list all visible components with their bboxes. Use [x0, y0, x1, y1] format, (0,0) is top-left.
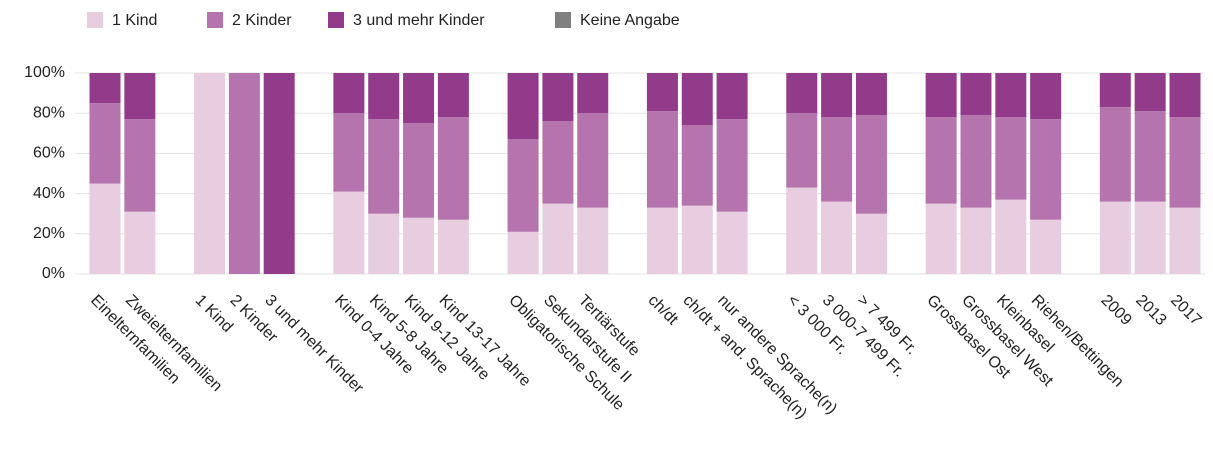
bar-segment [1099, 201, 1131, 274]
bar-segment [960, 115, 992, 208]
bar-segment [1134, 201, 1166, 274]
bar-segment [925, 203, 957, 274]
y-tick-label: 60% [33, 145, 65, 162]
bar-segment [577, 73, 609, 114]
bar-segment [1169, 73, 1201, 118]
bar-segment [925, 117, 957, 204]
legend-label: 2 Kinder [232, 12, 292, 29]
bar-segment [925, 73, 957, 118]
bar-segment [368, 213, 400, 274]
bar-segment [855, 213, 887, 274]
bar-segment [1030, 73, 1062, 120]
y-tick-label: 0% [42, 265, 65, 282]
bar-segment [716, 73, 748, 120]
bar-segment [507, 73, 539, 140]
legend-label: Keine Angabe [580, 12, 680, 29]
bar-segment [194, 73, 226, 274]
x-tick-label: 2017 [1167, 292, 1204, 329]
bar-segment [368, 73, 400, 120]
bar-segment [333, 191, 365, 274]
bar-segment [263, 73, 295, 274]
bar-segment [1099, 73, 1131, 108]
bar-segment [437, 73, 469, 118]
bar-segment [786, 187, 818, 274]
bar-segment [681, 125, 713, 206]
bar-segment [960, 207, 992, 274]
bar-segment [1134, 111, 1166, 202]
bar-segment [577, 113, 609, 208]
bar-segment [681, 205, 713, 274]
bar-segment [368, 119, 400, 214]
bar-segment [821, 73, 853, 118]
bar-segment [437, 219, 469, 274]
legend-label: 1 Kind [112, 12, 157, 29]
bar-segment [1169, 207, 1201, 274]
bar-segment [507, 139, 539, 232]
bar-segment [542, 73, 574, 122]
y-tick-label: 100% [24, 64, 65, 81]
legend-swatch [555, 12, 571, 28]
bar-segment [333, 73, 365, 114]
bar-segment [1169, 117, 1201, 208]
bar-segment [786, 113, 818, 188]
bar-segment [89, 103, 121, 184]
bar-segment [1030, 119, 1062, 220]
x-tick-label: 1 Kind [192, 292, 236, 336]
bar-segment [681, 73, 713, 126]
x-tick-label: ch/dt [645, 292, 682, 329]
bar-segment [786, 73, 818, 114]
bar-segment [995, 117, 1027, 200]
y-tick-label: 20% [33, 225, 65, 242]
bar-segment [403, 73, 435, 124]
bar-segment [716, 119, 748, 212]
bar-segment [124, 73, 156, 120]
bar-segment [507, 231, 539, 274]
bar-segment [124, 211, 156, 274]
bar-segment [821, 117, 853, 202]
bar-segment [542, 203, 574, 274]
bar-segment [995, 199, 1027, 274]
bar-segment [855, 73, 887, 116]
bar-segment [960, 73, 992, 116]
bar-segment [646, 111, 678, 208]
bar-segment [89, 183, 121, 274]
bar-segment [403, 217, 435, 274]
bar-segment [437, 117, 469, 220]
bar-segment [1099, 107, 1131, 202]
bar-segment [1134, 73, 1166, 112]
x-tick-label: 2013 [1132, 292, 1169, 329]
bar-segment [89, 73, 121, 104]
bar-segment [228, 73, 260, 274]
bar-segment [124, 119, 156, 212]
bar-segment [577, 207, 609, 274]
bar-segment [821, 201, 853, 274]
bar-segment [995, 73, 1027, 118]
bar-segment [716, 211, 748, 274]
bar-segment [646, 73, 678, 112]
legend-swatch [207, 12, 223, 28]
bar-segment [542, 121, 574, 204]
legend-swatch [87, 12, 103, 28]
y-tick-label: 40% [33, 185, 65, 202]
bar-segment [855, 115, 887, 214]
bar-segment [1030, 219, 1062, 274]
bar-segment [403, 123, 435, 218]
x-tick-label: 2009 [1098, 292, 1135, 329]
legend-label: 3 und mehr Kinder [353, 12, 485, 29]
y-tick-label: 80% [33, 104, 65, 121]
legend-swatch [328, 12, 344, 28]
bar-segment [646, 207, 678, 274]
bar-segment [333, 113, 365, 192]
